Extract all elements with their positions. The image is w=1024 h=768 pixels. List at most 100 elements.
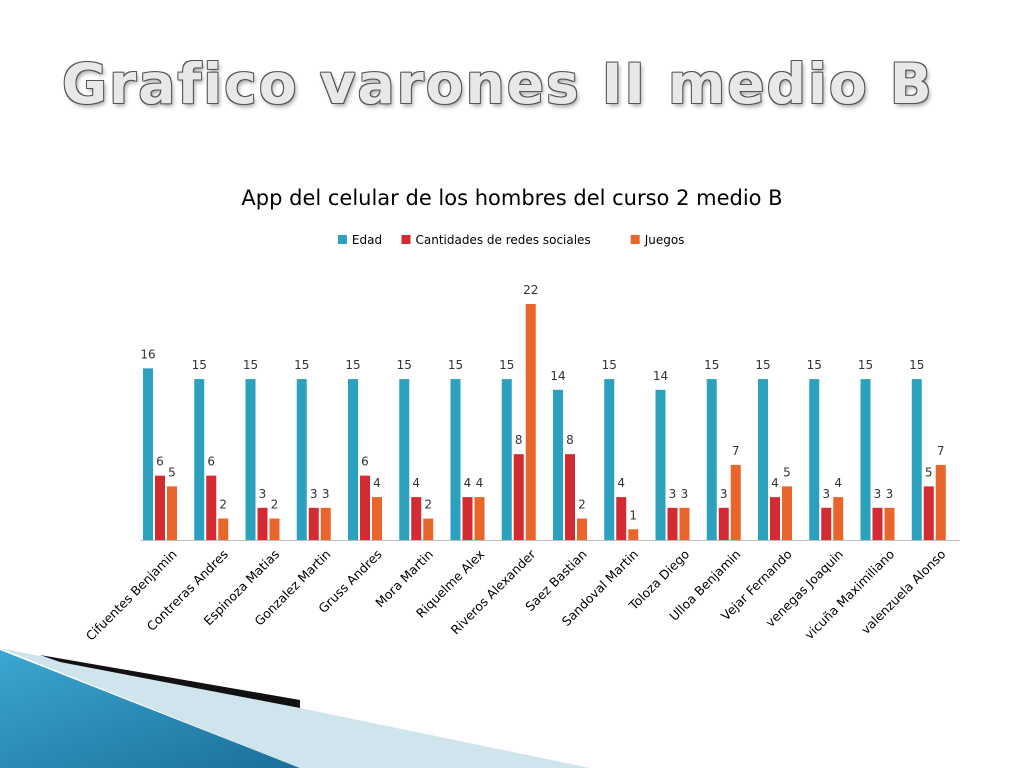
bar-3-13: [782, 486, 792, 540]
data-label-3-2: 2: [219, 498, 227, 512]
data-label-1-8: 15: [499, 358, 514, 372]
bar-2-5: [360, 475, 370, 540]
data-label-2-13: 4: [771, 476, 779, 490]
data-label-1-13: 15: [755, 358, 770, 372]
bar-1-15: [860, 379, 871, 540]
slide-title: Grafico varones II medio B: [62, 52, 934, 116]
bar-2-14: [821, 507, 832, 540]
data-label-2-16: 5: [925, 465, 933, 479]
bar-1-2: [194, 379, 205, 540]
bar-2-2: [206, 475, 217, 540]
bar-2-15: [872, 507, 883, 540]
data-label-2-3: 3: [259, 487, 267, 501]
legend-label-3: Juegos: [644, 233, 685, 247]
bar-3-15: [884, 507, 895, 540]
bar-2-10: [616, 497, 627, 540]
bar-3-2: [218, 518, 229, 540]
bar-3-6: [423, 518, 434, 540]
bar-2-8: [513, 454, 524, 540]
bar-2-12: [718, 507, 729, 540]
data-label-1-2: 15: [192, 358, 207, 372]
bar-1-9: [553, 389, 563, 540]
bar-3-16: [935, 464, 946, 540]
data-label-2-5: 6: [361, 455, 369, 469]
legend-swatch-3: [630, 235, 640, 244]
data-label-2-6: 4: [412, 476, 420, 490]
data-label-1-12: 15: [704, 358, 719, 372]
bar-2-16: [923, 486, 934, 540]
data-label-2-12: 3: [720, 487, 728, 501]
bar-3-11: [679, 507, 690, 540]
data-label-3-4: 3: [322, 487, 330, 501]
bar-2-9: [565, 454, 575, 540]
bar-2-13: [770, 497, 780, 540]
chart-title: App del celular de los hombres del curso…: [241, 186, 782, 210]
data-label-1-3: 15: [243, 358, 258, 372]
data-label-3-1: 5: [168, 465, 176, 479]
bar-3-14: [833, 497, 844, 540]
bar-3-10: [628, 529, 639, 540]
bar-1-3: [245, 379, 256, 540]
data-label-1-5: 15: [345, 358, 360, 372]
data-label-2-8: 8: [515, 433, 523, 447]
bar-1-1: [143, 368, 153, 540]
data-label-3-7: 4: [476, 476, 484, 490]
bar-1-12: [706, 379, 717, 540]
bar-2-6: [411, 497, 422, 540]
data-label-2-7: 4: [464, 476, 472, 490]
data-label-2-11: 3: [669, 487, 677, 501]
bar-3-3: [269, 518, 280, 540]
bar-1-11: [655, 389, 666, 540]
data-label-2-10: 4: [617, 476, 625, 490]
data-label-1-11: 14: [653, 369, 668, 383]
data-label-2-4: 3: [310, 487, 318, 501]
data-label-1-1: 16: [140, 347, 155, 361]
data-label-3-8: 22: [523, 283, 538, 297]
data-label-3-16: 7: [937, 444, 945, 458]
bar-2-1: [155, 475, 165, 540]
data-label-3-14: 4: [834, 476, 842, 490]
data-label-1-4: 15: [294, 358, 309, 372]
data-label-1-6: 15: [397, 358, 412, 372]
data-label-1-14: 15: [807, 358, 822, 372]
data-label-2-2: 6: [207, 455, 215, 469]
bar-3-1: [167, 486, 177, 540]
bar-1-8: [501, 379, 512, 540]
bar-3-5: [372, 497, 382, 540]
bar-1-10: [604, 379, 615, 540]
data-label-1-10: 15: [602, 358, 617, 372]
data-label-3-10: 1: [629, 508, 637, 522]
bar-2-7: [462, 497, 473, 540]
data-label-2-1: 6: [156, 455, 164, 469]
bar-1-7: [450, 379, 461, 540]
bar-1-13: [758, 379, 768, 540]
data-label-3-6: 2: [424, 498, 432, 512]
data-label-2-15: 3: [874, 487, 882, 501]
data-label-3-5: 4: [373, 476, 381, 490]
bar-1-14: [809, 379, 820, 540]
bar-3-4: [320, 507, 331, 540]
legend-label-2: Cantidades de redes sociales: [416, 233, 591, 247]
legend-swatch-2: [401, 235, 411, 244]
bar-3-7: [474, 497, 485, 540]
bar-3-9: [577, 518, 587, 540]
data-label-1-16: 15: [909, 358, 924, 372]
data-label-2-9: 8: [566, 433, 574, 447]
data-label-1-7: 15: [448, 358, 463, 372]
bar-3-12: [730, 464, 741, 540]
legend-label-1: Edad: [352, 233, 382, 247]
data-label-3-15: 3: [886, 487, 894, 501]
bar-2-3: [257, 507, 268, 540]
data-label-3-13: 5: [783, 465, 791, 479]
data-label-2-14: 3: [822, 487, 830, 501]
data-label-3-11: 3: [681, 487, 689, 501]
bar-1-4: [296, 379, 307, 540]
data-label-3-9: 2: [578, 498, 586, 512]
legend-swatch-1: [337, 235, 347, 244]
bar-1-6: [399, 379, 410, 540]
bar-2-4: [308, 507, 319, 540]
bar-3-8: [525, 304, 536, 540]
data-label-1-15: 15: [858, 358, 873, 372]
